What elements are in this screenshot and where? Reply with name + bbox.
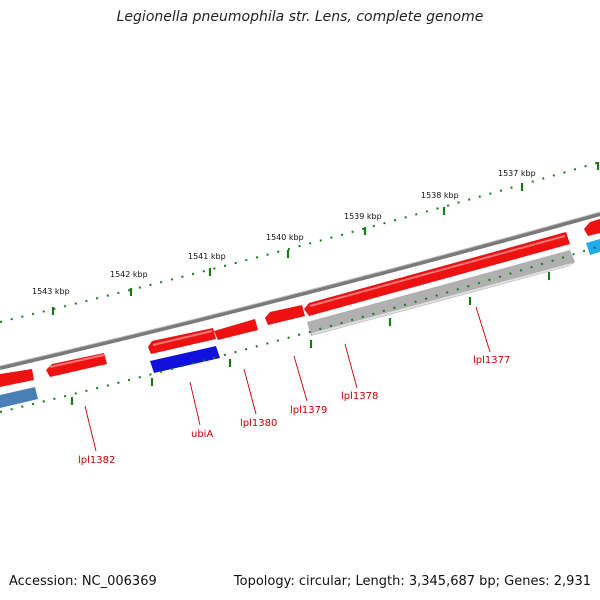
- outer-tick-track: [0, 161, 600, 323]
- gene-label: lpl1377: [473, 355, 510, 366]
- gene-arrow[interactable]: [150, 346, 220, 373]
- scale-label: 1537 kbp: [498, 169, 536, 178]
- gene-arrow[interactable]: [0, 369, 34, 387]
- genome-summary: Topology: circular; Length: 3,345,687 bp…: [233, 574, 591, 589]
- reverse-strand-genes: [0, 239, 600, 408]
- forward-strand-genes: [0, 219, 600, 387]
- gene-arrow[interactable]: [584, 219, 600, 236]
- gene-arrow[interactable]: [265, 305, 305, 325]
- gene-label: lpl1380: [240, 418, 277, 429]
- gene-arrow[interactable]: [46, 353, 107, 377]
- gene-arrow[interactable]: [0, 387, 38, 408]
- scale-label: 1538 kbp: [421, 191, 459, 200]
- gene-label: lpl1378: [341, 391, 378, 402]
- scale-label: 1541 kbp: [188, 252, 226, 261]
- map-title: Legionella pneumophila str. Lens, comple…: [116, 9, 484, 25]
- inner-major-ticks: [70, 272, 551, 405]
- gene-arrow[interactable]: [586, 239, 600, 255]
- gene-arrow[interactable]: [214, 319, 258, 340]
- scale-label: 1542 kbp: [110, 270, 148, 279]
- label-leaders: [84, 306, 491, 452]
- genome-backbone: [0, 212, 600, 370]
- gene-label: lpl1382: [78, 455, 115, 466]
- scale-label: 1543 kbp: [32, 287, 70, 296]
- outer-major-ticks: [51, 162, 600, 315]
- scale-label: 1540 kbp: [266, 233, 304, 242]
- gene-label: lpl1379: [290, 405, 327, 416]
- gene-label: ubiA: [191, 429, 213, 440]
- accession-label: Accession: NC_006369: [9, 574, 157, 589]
- scale-label: 1539 kbp: [344, 212, 382, 221]
- inner-tick-track: [0, 245, 600, 413]
